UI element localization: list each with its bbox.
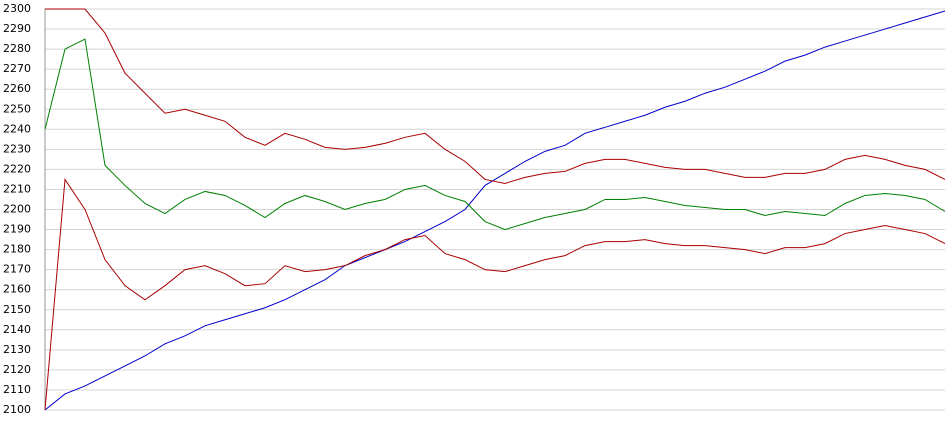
y-tick-label: 2250 — [3, 102, 31, 115]
y-tick-label: 2260 — [3, 82, 31, 95]
y-tick-label: 2110 — [3, 383, 31, 396]
y-tick-label: 2180 — [3, 243, 31, 256]
y-tick-label: 2140 — [3, 323, 31, 336]
line-series — [44, 10, 946, 411]
line-series — [45, 8, 946, 184]
y-tick-label: 2210 — [3, 182, 31, 195]
y-tick-label: 2100 — [3, 403, 31, 416]
line-series — [44, 38, 946, 231]
y-tick-label: 2270 — [3, 62, 31, 75]
y-tick-label: 2290 — [3, 22, 31, 35]
y-tick-label: 2300 — [3, 2, 31, 15]
y-tick-label: 2130 — [3, 343, 31, 356]
y-tick-label: 2200 — [3, 203, 31, 216]
y-tick-label: 2280 — [3, 42, 31, 55]
y-tick-label: 2120 — [3, 363, 31, 376]
y-tick-label: 2160 — [3, 283, 31, 296]
y-tick-label: 2190 — [3, 223, 31, 236]
y-tick-label: 2240 — [3, 122, 31, 135]
line-series — [44, 177, 946, 411]
y-tick-label: 2220 — [3, 162, 31, 175]
y-tick-label: 2230 — [3, 142, 31, 155]
y-tick-label: 2170 — [3, 263, 31, 276]
y-tick-label: 2150 — [3, 303, 31, 316]
